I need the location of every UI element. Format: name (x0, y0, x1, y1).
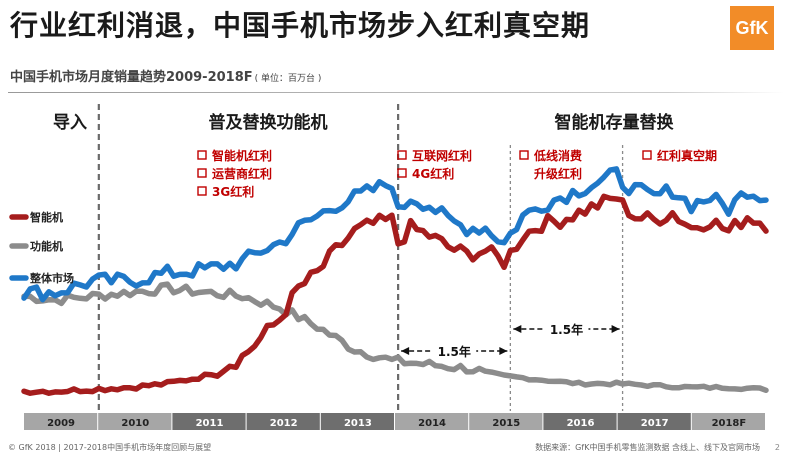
driver-checkbox (197, 150, 207, 160)
interval-label-bg (432, 342, 477, 359)
series-line-整体市场 (21, 166, 769, 303)
driver-label: 3G红利 (212, 184, 254, 199)
driver-label: 4G红利 (412, 166, 454, 181)
year-cell (172, 413, 246, 430)
interval-arrow-head (499, 347, 508, 355)
driver-checkbox (642, 150, 652, 160)
year-cell (469, 413, 543, 430)
page-number: 2 (774, 443, 780, 452)
year-cell (691, 413, 765, 430)
year-label: 2015 (492, 418, 520, 429)
legend-label: 功能机 (30, 239, 63, 253)
page-title: 行业红利消退，中国手机市场步入红利真空期 (10, 9, 591, 42)
series-line-功能机 (21, 281, 769, 394)
driver-checkbox (397, 168, 407, 178)
title-divider (8, 92, 784, 93)
year-label: 2017 (641, 418, 669, 429)
year-label: 2018F (712, 418, 747, 429)
phase-label: 普及替换功能机 (209, 112, 328, 133)
driver-checkbox (519, 150, 529, 160)
year-cell (395, 413, 469, 430)
year-label: 2014 (418, 418, 446, 429)
footer-copyright: © GfK 2018 | 2017-2018中国手机市场年度回顾与展望 (8, 443, 212, 452)
chart-unit: ( 单位：百万台 ) (254, 74, 322, 84)
gfk-logo: GfK (730, 6, 774, 50)
interval-label-bg (544, 320, 589, 337)
driver-label: 运营商红利 (212, 166, 272, 181)
driver-label: 智能机红利 (211, 148, 272, 163)
driver-label: 红利真空期 (657, 148, 717, 163)
legend-label: 整体市场 (29, 271, 74, 285)
driver-label: 互联网红利 (412, 148, 472, 163)
year-label: 2012 (270, 418, 298, 429)
year-cell (246, 413, 320, 430)
interval-arrow-head (401, 347, 410, 355)
driver-checkbox (197, 186, 207, 196)
year-cell (543, 413, 617, 430)
year-label: 2013 (344, 418, 372, 429)
footer-source: 数据来源：GfK中国手机零售监测数据 含线上、线下及官网市场 (535, 443, 760, 452)
year-label: 2016 (567, 418, 595, 429)
year-cell (98, 413, 172, 430)
driver-checkbox (397, 150, 407, 160)
chart-subtitle-text: 中国手机市场月度销量趋势2009-2018F (10, 70, 253, 85)
year-label: 2009 (47, 418, 75, 429)
phase-label: 导入 (53, 113, 87, 133)
year-cell (320, 413, 394, 430)
interval-label: 1.5年 (550, 322, 583, 337)
series-line-智能机 (21, 193, 769, 396)
driver-label: 升级红利 (534, 166, 582, 181)
year-cell (24, 413, 98, 430)
interval-arrow-head (513, 325, 522, 333)
legend-label: 智能机 (30, 210, 63, 224)
phase-label: 智能机存量替换 (555, 112, 675, 133)
year-label: 2010 (121, 418, 149, 429)
year-label: 2011 (196, 418, 224, 429)
interval-arrow-head (611, 325, 620, 333)
chart-subtitle: 中国手机市场月度销量趋势2009-2018F( 单位：百万台 ) (10, 66, 321, 85)
year-cell (617, 413, 691, 430)
driver-checkbox (197, 168, 207, 178)
interval-label: 1.5年 (438, 344, 471, 359)
driver-label: 低线消费 (533, 148, 582, 163)
